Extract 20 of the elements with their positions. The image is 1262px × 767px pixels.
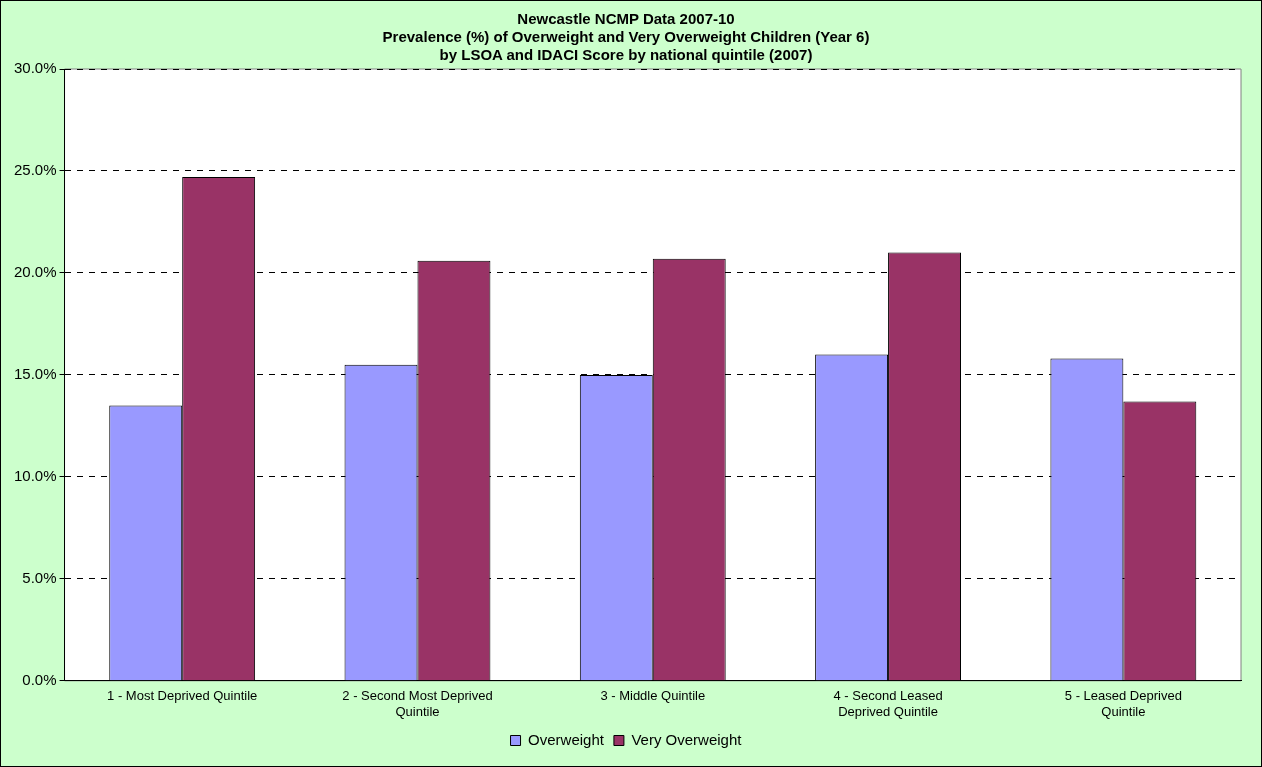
category-label: 5 - Leased Deprived — [1064, 688, 1182, 704]
category-label: Quintile — [395, 703, 440, 719]
category-label: 1 - Most Deprived Quintile — [107, 688, 258, 704]
category-label: 2 - Second Most Deprived — [342, 688, 493, 704]
text: Newcastle NCMP Data 2007-10 — [517, 10, 735, 28]
y-tick-label: 25.0% — [13, 161, 57, 179]
y-tick-label: 5.0% — [22, 568, 57, 586]
y-tick-label: 30.0% — [13, 59, 57, 77]
text: Prevalence (%) of Overweight and Very Overweight Children (Year 6) — [382, 28, 870, 46]
text: by LSOA and IDACI Score by national quintile (2007) — [439, 46, 813, 64]
category-label: 3 - Middle Quintile — [600, 688, 706, 704]
y-tick-label: 20.0% — [13, 263, 57, 281]
category-label: Quintile — [1101, 703, 1146, 719]
y-tick-label: 0.0% — [22, 670, 57, 688]
category-label: 4 - Second Leased — [833, 688, 943, 704]
legend-label: Overweight — [528, 730, 605, 748]
y-tick-label: 15.0% — [13, 365, 57, 383]
category-label: Deprived Quintile — [838, 703, 938, 719]
y-tick-label: 10.0% — [13, 467, 57, 485]
legend-label: Very Overweight — [631, 730, 743, 748]
